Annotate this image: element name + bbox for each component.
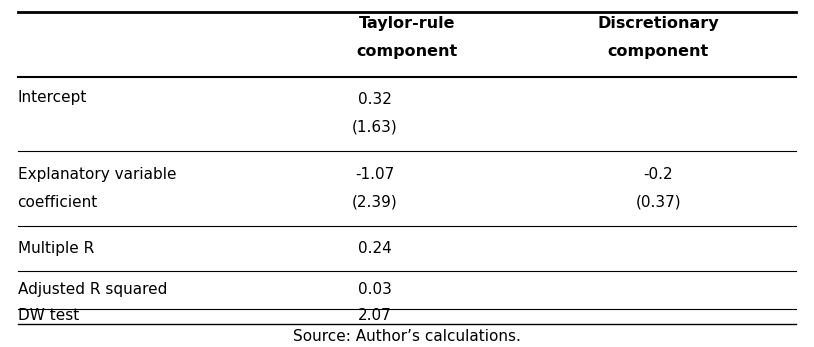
Text: Taylor-rule: Taylor-rule [359,16,455,31]
Text: Source: Author’s calculations.: Source: Author’s calculations. [293,329,521,344]
Text: -0.2: -0.2 [644,167,673,182]
Text: Adjusted R squared: Adjusted R squared [18,282,167,297]
Text: 2.07: 2.07 [357,308,392,323]
Text: DW test: DW test [18,308,79,323]
Text: (1.63): (1.63) [352,119,397,134]
Text: 0.32: 0.32 [357,92,392,107]
Text: coefficient: coefficient [18,195,98,210]
Text: Multiple R: Multiple R [18,241,94,256]
Text: component: component [608,44,709,59]
Text: 0.03: 0.03 [357,282,392,297]
Text: (0.37): (0.37) [636,195,681,210]
Text: (2.39): (2.39) [352,195,397,210]
Text: Discretionary: Discretionary [597,16,720,31]
Text: Explanatory variable: Explanatory variable [18,167,176,182]
Text: component: component [357,44,457,59]
Text: -1.07: -1.07 [355,167,394,182]
Text: Intercept: Intercept [18,90,87,105]
Text: 0.24: 0.24 [357,241,392,256]
